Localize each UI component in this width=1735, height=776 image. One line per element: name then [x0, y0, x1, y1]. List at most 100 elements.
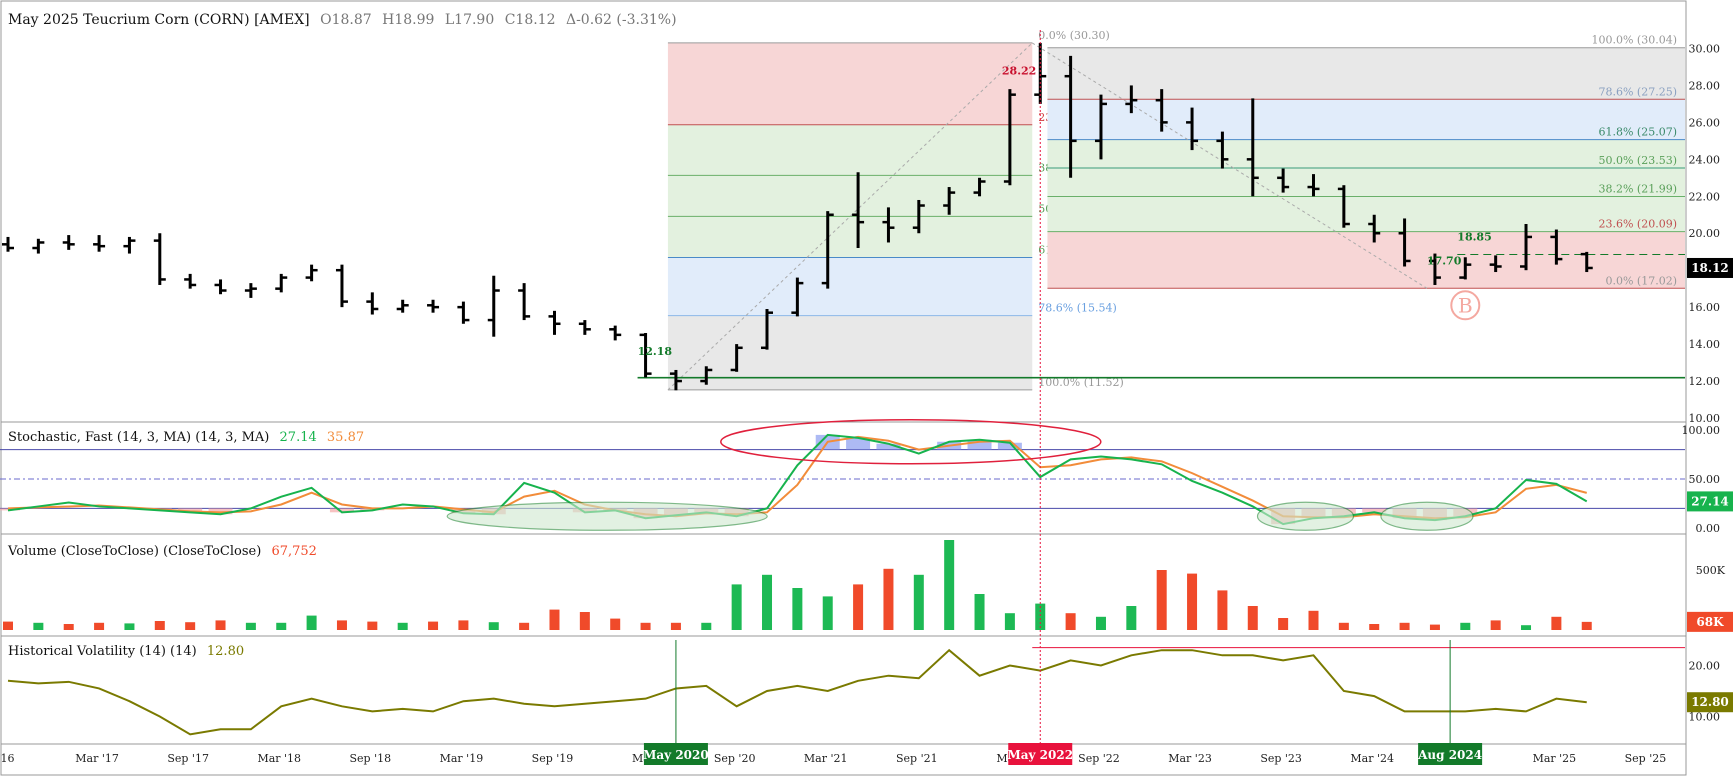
price-bar — [882, 207, 895, 243]
stoch-last-badge — [1687, 491, 1733, 512]
volume-bar — [215, 620, 226, 630]
x-axis-tick: Sep '21 — [896, 752, 938, 765]
price-bar — [487, 275, 500, 337]
volatility-last-badge — [1687, 692, 1733, 713]
volume-bar — [185, 622, 196, 630]
price-bar — [366, 292, 379, 315]
close-value: C18.12 — [505, 12, 556, 28]
price-bar — [62, 235, 75, 250]
volume-last-text: 68K — [1696, 615, 1724, 629]
price-y-tick: 16.00 — [1689, 301, 1721, 314]
fib-right-zone — [1047, 47, 1685, 100]
stoch-y-tick: 0.00 — [1696, 522, 1721, 535]
open-value: O18.87 — [320, 12, 372, 28]
volume-bar — [853, 584, 864, 630]
volume-bar — [883, 568, 894, 630]
x-axis-tick: Sep '23 — [1260, 752, 1302, 765]
price-y-tick: 10.00 — [1689, 412, 1721, 425]
b-marker-label: B — [1458, 293, 1473, 317]
volume-bar — [549, 609, 560, 630]
volume-bar — [1095, 616, 1106, 630]
price-y-tick: 22.00 — [1689, 190, 1721, 203]
volume-bar — [336, 620, 347, 630]
event-badge — [1008, 743, 1073, 765]
fib-left-zone — [667, 257, 1033, 316]
chart-title: May 2025 Teucrium Corn (CORN) [AMEX] O18… — [8, 12, 677, 28]
volume-bar — [822, 596, 833, 630]
price-bar — [1125, 85, 1138, 114]
axes-layer: 10.0012.0014.0016.0018.0020.0022.0024.00… — [0, 42, 1733, 765]
volatility-value: 12.80 — [207, 644, 244, 659]
price-bar — [1186, 107, 1199, 151]
x-axis-tick: Mar '19 — [440, 752, 484, 765]
stoch-y-tick: 50.00 — [1689, 473, 1721, 486]
x-axis-tick: Mar '25 — [1533, 752, 1577, 765]
price-bar — [32, 238, 45, 254]
x-axis-tick: Sep '25 — [1625, 752, 1667, 765]
volume-bar — [154, 621, 165, 630]
event-badge-label: Aug 2024 — [1417, 748, 1482, 762]
volume-bar — [1399, 622, 1410, 630]
volume-bar — [306, 615, 317, 630]
price-y-tick: 12.00 — [1689, 375, 1721, 388]
price-bar — [123, 236, 136, 254]
price-bar — [761, 308, 774, 350]
x-axis-tick: '16 — [0, 752, 15, 765]
fib-left-zone — [667, 175, 1033, 217]
price-bar — [1398, 218, 1411, 267]
fib-right-zone — [1047, 139, 1685, 169]
price-annotation: 12.18 — [638, 345, 673, 358]
price-bar — [1246, 98, 1259, 197]
fib-right-zone — [1047, 99, 1685, 140]
price-y-tick: 30.00 — [1689, 42, 1721, 55]
price-bar — [578, 320, 591, 335]
price-bar — [639, 333, 652, 378]
price-bar — [791, 277, 804, 317]
stoch-oversold-fill — [329, 508, 354, 513]
price-bar — [1520, 224, 1533, 271]
oversold-ellipse — [446, 501, 768, 531]
event-badge — [643, 743, 708, 765]
x-axis-panel — [0, 743, 1687, 776]
fib-left-level-label: 78.6% (15.54) — [1038, 302, 1117, 315]
volume-bar — [579, 612, 590, 630]
price-bar — [396, 299, 409, 313]
volume-bar — [33, 622, 44, 630]
price-bar — [1034, 42, 1047, 104]
volume-bar — [94, 622, 105, 630]
stoch-overbought-fill — [967, 439, 992, 450]
volume-bar — [1338, 622, 1349, 630]
volume-bar — [458, 620, 469, 630]
fib-right-level-label: 38.2% (21.99) — [1598, 182, 1677, 195]
volume-bar — [944, 540, 955, 630]
price-y-tick: 20.00 — [1689, 227, 1721, 240]
price-bar — [1155, 89, 1168, 132]
volume-bar — [701, 622, 712, 630]
price-y-tick: 14.00 — [1689, 338, 1721, 351]
oversold-ellipse — [1380, 501, 1474, 531]
volume-bar — [1004, 613, 1015, 630]
x-axis-tick: Sep '18 — [350, 752, 392, 765]
price-annotation: 17.70 — [1427, 255, 1462, 268]
volume-bar — [731, 584, 742, 630]
instrument-title: May 2025 Teucrium Corn (CORN) [AMEX] — [8, 12, 310, 28]
volume-bar — [1308, 610, 1319, 630]
price-bar — [518, 283, 531, 321]
fib-left-zone — [667, 216, 1033, 258]
volume-value: 67,752 — [271, 544, 317, 559]
volume-bar — [1035, 603, 1046, 630]
x-axis-tick: Sep '19 — [532, 752, 574, 765]
price-bar — [335, 264, 348, 308]
x-axis-tick: Mar '18 — [257, 752, 301, 765]
volume-bar — [1490, 620, 1501, 630]
change-value: Δ-0.62 (-3.31%) — [566, 12, 677, 28]
price-bar — [305, 264, 318, 282]
volume-bar — [762, 574, 773, 630]
price-bar — [93, 235, 106, 252]
volatility-last-text: 12.80 — [1691, 695, 1729, 709]
x-axis-tick: Mar '23 — [1168, 752, 1212, 765]
stoch-last-text: 27.14 — [1691, 494, 1729, 508]
price-bar — [1459, 257, 1472, 280]
volume-bar — [63, 624, 74, 630]
